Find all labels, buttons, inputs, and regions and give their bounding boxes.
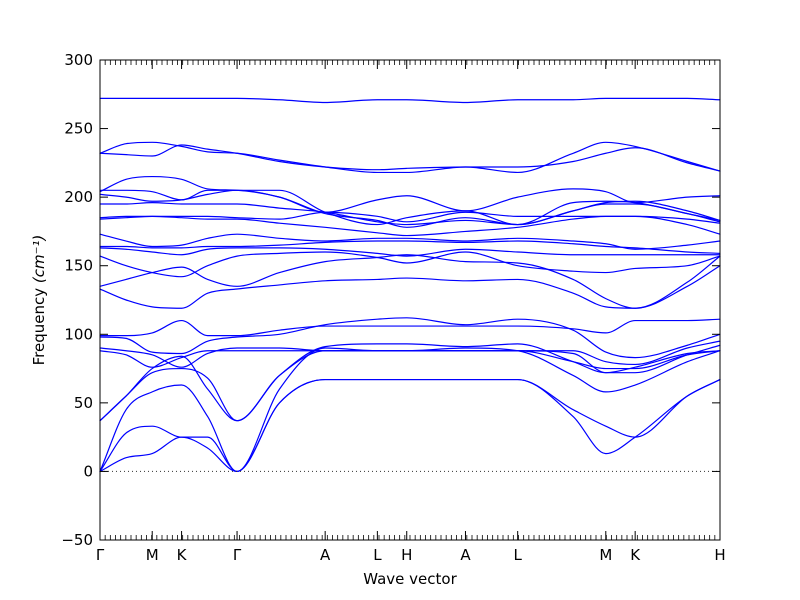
y-tick-label: 200: [64, 188, 93, 206]
band-4: [99, 343, 721, 422]
y-axis-title: Frequency (cm⁻¹): [30, 235, 48, 366]
x-axis-title: Wave vector: [363, 570, 457, 588]
band-22: [99, 141, 721, 174]
band-7: [99, 340, 721, 368]
y-axis-title-text: Frequency: [30, 283, 48, 365]
band-15: [99, 233, 721, 250]
x-tick-label: Γ: [233, 546, 242, 564]
plot-frame: [99, 59, 721, 541]
y-tick-label: 0: [83, 462, 93, 480]
y-tick-label: −50: [61, 531, 93, 549]
band-13: [99, 247, 721, 257]
band-24: [99, 97, 721, 104]
x-tick-label: H: [714, 546, 725, 564]
band-2: [99, 378, 721, 473]
x-tick-label: K: [177, 546, 188, 564]
band-16: [99, 215, 721, 237]
band-9: [99, 318, 721, 337]
x-tick-label: H: [401, 546, 412, 564]
band-12: [99, 251, 721, 278]
x-tick-label: A: [320, 546, 331, 564]
band-23: [99, 144, 721, 172]
y-axis-unit: (cm⁻¹): [30, 235, 48, 284]
band-14: [99, 240, 721, 254]
y-tick-label: 150: [64, 257, 93, 275]
band-19: [99, 188, 721, 213]
y-tick-label: 100: [64, 325, 93, 343]
y-axis: −50 0 50 100 150 200 250 300: [61, 51, 720, 549]
x-tick-label: K: [630, 546, 641, 564]
band-5: [99, 350, 721, 422]
y-tick-label: 300: [64, 51, 93, 69]
x-tick-label: Γ: [96, 546, 105, 564]
band-8: [99, 317, 721, 359]
x-minor-ticks: [104, 60, 716, 540]
x-tick-label: M: [146, 546, 159, 564]
y-tick-label: 50: [74, 394, 93, 412]
x-tick-label: A: [460, 546, 471, 564]
band-10: [99, 265, 721, 309]
y-tick-label: 250: [64, 120, 93, 138]
band-6: [99, 350, 721, 374]
band-21: [99, 175, 721, 228]
band-18: [99, 202, 721, 226]
dispersion-bands: [99, 97, 721, 473]
x-tick-label: M: [599, 546, 612, 564]
x-tick-label: L: [373, 546, 382, 564]
band-17: [99, 211, 721, 224]
x-tick-label: L: [514, 546, 523, 564]
